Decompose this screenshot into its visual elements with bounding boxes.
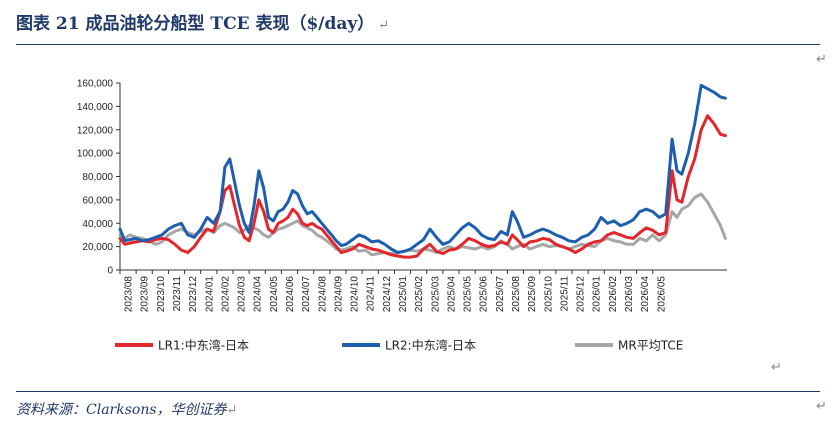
figure-title: 图表 21 成品油轮分船型 TCE 表现（$/day） ↵ bbox=[16, 14, 390, 34]
return-mark: ↵ bbox=[771, 360, 782, 375]
x-tick-label: 2025/11 bbox=[559, 276, 570, 312]
x-tick-label: 2024/07 bbox=[301, 276, 312, 313]
legend-label: LR1:中东湾-日本 bbox=[158, 338, 249, 353]
x-tick-label: 2025/05 bbox=[463, 276, 474, 313]
x-tick-label: 2025/01 bbox=[398, 276, 409, 313]
y-tick-label: 160,000 bbox=[77, 79, 114, 90]
x-tick-label: 2023/12 bbox=[188, 276, 199, 313]
return-mark: ↵ bbox=[378, 18, 390, 33]
return-mark: ↵ bbox=[816, 399, 827, 414]
y-tick-label: 0 bbox=[107, 266, 113, 277]
x-tick-label: 2023/10 bbox=[156, 276, 167, 313]
x-tick-label: 2025/03 bbox=[430, 276, 441, 313]
y-tick-label: 80,000 bbox=[82, 172, 113, 183]
x-tick-label: 2023/08 bbox=[124, 276, 135, 313]
legend-label: LR2:中东湾-日本 bbox=[385, 338, 476, 353]
x-tick-label: 2024/08 bbox=[317, 276, 328, 313]
x-tick-label: 2026/04 bbox=[640, 276, 651, 313]
x-tick-label: 2025/08 bbox=[511, 276, 522, 313]
series-line bbox=[118, 114, 727, 259]
source-rule bbox=[16, 391, 820, 392]
x-tick-label: 2025/12 bbox=[576, 276, 587, 313]
x-tick-label: 2024/12 bbox=[382, 276, 393, 313]
x-tick-label: 2026/03 bbox=[624, 276, 635, 313]
series-line bbox=[118, 83, 727, 254]
legend-label: MR平均TCE bbox=[618, 339, 683, 353]
x-tick-label: 2025/04 bbox=[446, 276, 457, 313]
source-note: 资料来源：Clarksons，华创证券↵ bbox=[16, 402, 238, 418]
y-tick-label: 120,000 bbox=[77, 125, 114, 136]
x-tick-label: 2024/09 bbox=[333, 276, 344, 313]
x-tick-label: 2025/10 bbox=[543, 276, 554, 313]
x-tick-label: 2025/07 bbox=[495, 276, 506, 313]
series-line bbox=[118, 192, 727, 257]
x-tick-label: 2024/05 bbox=[269, 276, 280, 313]
x-tick-label: 2023/09 bbox=[140, 276, 151, 313]
x-tick-label: 2026/05 bbox=[656, 276, 667, 313]
y-tick-label: 140,000 bbox=[77, 102, 114, 113]
y-tick-label: 60,000 bbox=[82, 195, 113, 206]
x-tick-label: 2025/06 bbox=[479, 276, 490, 313]
x-tick-label: 2024/06 bbox=[285, 276, 296, 313]
x-tick-label: 2024/03 bbox=[237, 276, 248, 313]
x-tick-label: 2024/11 bbox=[366, 276, 377, 312]
title-rule bbox=[16, 44, 820, 45]
x-tick-label: 2026/02 bbox=[608, 276, 619, 313]
y-tick-label: 40,000 bbox=[82, 219, 113, 230]
x-tick-label: 2024/10 bbox=[350, 276, 361, 313]
return-mark: ↵ bbox=[816, 52, 827, 67]
x-tick-label: 2025/02 bbox=[414, 276, 425, 313]
x-tick-label: 2025/09 bbox=[527, 276, 538, 313]
x-tick-label: 2026/01 bbox=[592, 276, 603, 313]
y-tick-label: 100,000 bbox=[77, 149, 114, 160]
chart-axes: 0 20,000 40,000 60,000 80,000 100,000 120,000 1… bbox=[77, 79, 727, 313]
y-tick-label: 20,000 bbox=[82, 242, 113, 253]
x-tick-label: 2024/02 bbox=[220, 276, 231, 313]
chart-legend: LR1:中东湾-日本 LR2:中东湾-日本 MR平均TCE bbox=[115, 338, 683, 353]
series-lines bbox=[118, 83, 727, 259]
return-mark: ↵ bbox=[226, 403, 238, 418]
x-tick-label: 2024/01 bbox=[204, 276, 215, 313]
x-tick-label: 2024/04 bbox=[253, 276, 264, 313]
x-tick-label: 2023/11 bbox=[172, 276, 183, 312]
